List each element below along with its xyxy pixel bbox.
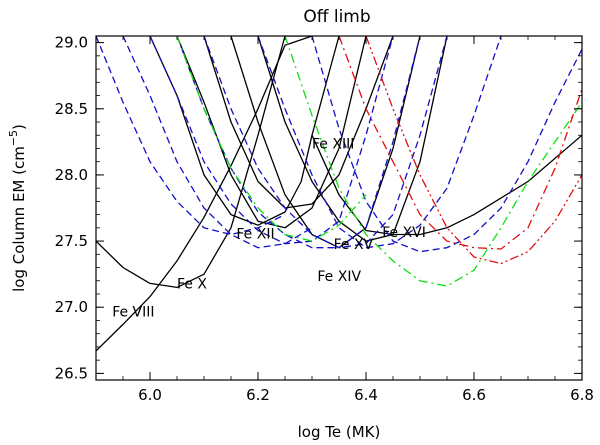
x-tick-label: 6.6 — [462, 386, 486, 404]
tick-layer: 6.0 6.2 6.4 6.6 6.8 26.5 27.0 27.5 28.0 28.5 29.0 — [55, 34, 594, 404]
series-line-7 — [257, 36, 448, 242]
y-axis-title-exponent: −5 — [7, 130, 20, 146]
series-line-14 — [257, 36, 502, 249]
series-line-5 — [203, 36, 394, 209]
series-line-3 — [149, 36, 340, 226]
x-tick-label: 6.0 — [138, 386, 162, 404]
series-layer — [96, 36, 582, 352]
x-axis-title: log Te (MK) — [298, 423, 381, 441]
series-line-1 — [96, 36, 313, 352]
annotation-label: Fe XVI — [382, 225, 426, 241]
y-tick-label: 29.0 — [55, 34, 88, 52]
x-tick-label: 6.4 — [354, 386, 378, 404]
annotation-label: Fe VIII — [112, 305, 154, 321]
y-tick-label: 28.5 — [55, 100, 88, 118]
series-line-17 — [284, 36, 582, 287]
plot-frame — [95, 35, 583, 381]
series-line-10 — [122, 36, 313, 249]
chart-title: Off limb — [303, 7, 370, 27]
series-line-12 — [176, 36, 421, 249]
series-line-18 — [338, 36, 582, 250]
series-line-4 — [176, 36, 367, 229]
series-line-19 — [365, 36, 582, 265]
series-line-13 — [203, 36, 448, 249]
x-tick-label: 6.8 — [570, 386, 594, 404]
annotation-label: Fe X — [177, 277, 207, 293]
annotation-label: Fe XIII — [312, 137, 354, 153]
y-tick-label: 26.5 — [55, 364, 88, 382]
annotation-label: Fe XIV — [317, 269, 361, 285]
y-tick-label: 27.0 — [55, 298, 88, 316]
annotation-layer: Fe VIII Fe X Fe XII Fe XIII Fe XV Fe XIV Fe XV… — [112, 137, 426, 321]
x-tick-label: 6.2 — [246, 386, 270, 404]
series-line-2 — [96, 36, 312, 289]
annotation-label: Fe XII — [236, 226, 274, 242]
series-line-15 — [311, 36, 582, 253]
y-axis-title-close: ) — [10, 124, 28, 130]
series-line-16 — [176, 36, 367, 242]
series-line-9 — [96, 36, 286, 236]
y-axis-title: log Column EM (cm−5) — [7, 124, 28, 292]
y-tick-label: 27.5 — [55, 232, 88, 250]
annotation-label: Fe XV — [334, 237, 374, 253]
y-tick-label: 28.0 — [55, 166, 88, 184]
y-axis-title-text: log Column EM (cm — [10, 146, 28, 292]
series-line-11 — [149, 36, 394, 245]
